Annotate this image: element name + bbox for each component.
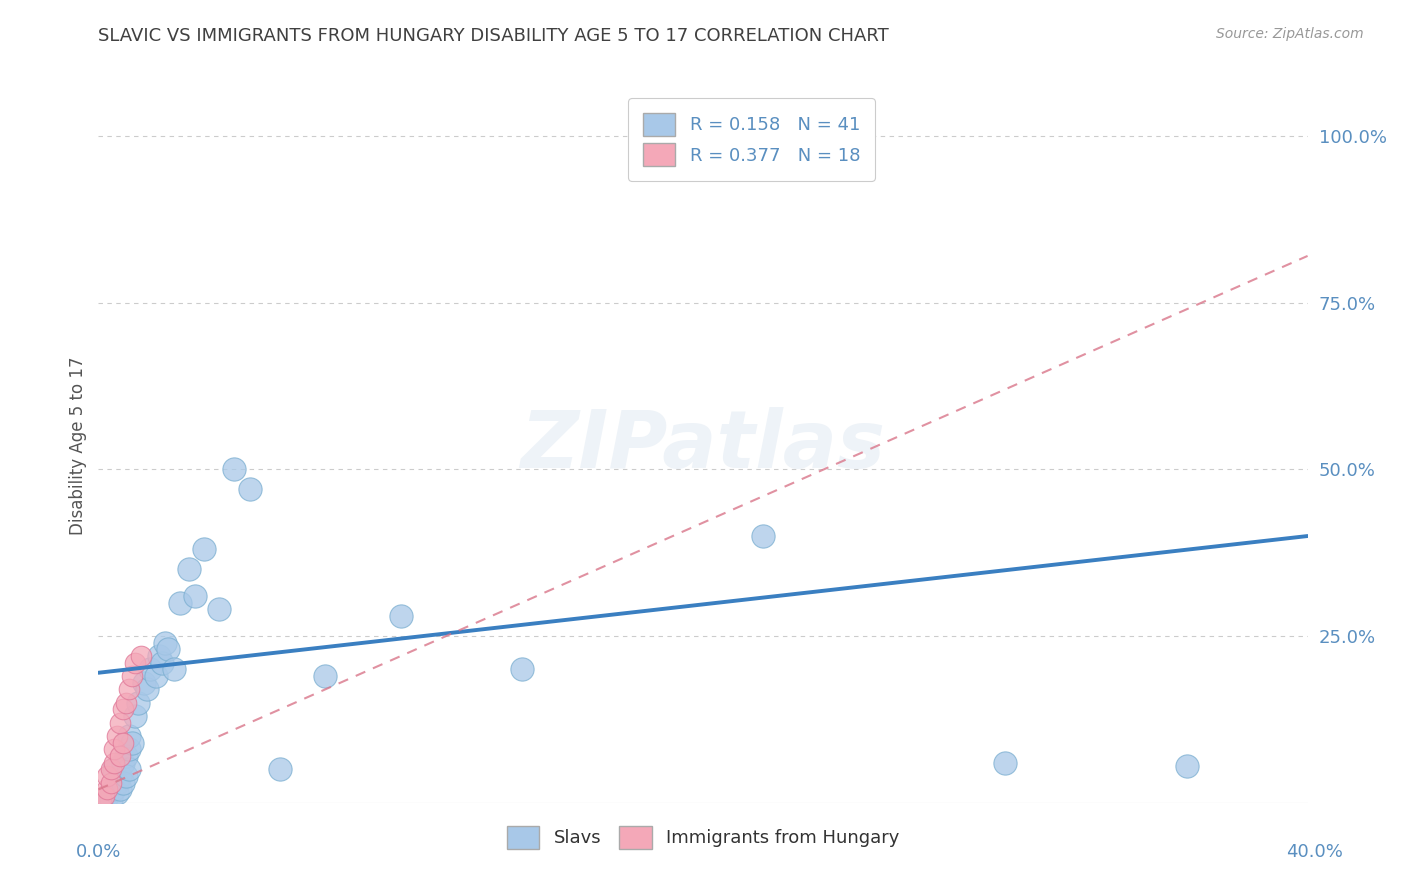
Point: [118, 763, 141, 777]
Point: [224, 462, 246, 476]
Point: [389, 609, 412, 624]
Y-axis label: Disability Age 5 to 17: Disability Age 5 to 17: [69, 357, 87, 535]
Point: [127, 696, 149, 710]
Point: [118, 682, 141, 697]
Point: [118, 729, 141, 743]
Point: [114, 769, 136, 783]
Point: [184, 589, 207, 603]
Point: [193, 542, 215, 557]
Legend: Slavs, Immigrants from Hungary: Slavs, Immigrants from Hungary: [498, 817, 908, 858]
Point: [103, 763, 125, 777]
Point: [108, 769, 131, 783]
Point: [510, 662, 533, 676]
Point: [114, 696, 136, 710]
Point: [169, 596, 191, 610]
Text: ZIPatlas: ZIPatlas: [520, 407, 886, 485]
Point: [96, 789, 118, 804]
Point: [103, 782, 125, 797]
Point: [96, 782, 118, 797]
Point: [179, 562, 201, 576]
Point: [100, 792, 122, 806]
Point: [156, 642, 179, 657]
Text: 40.0%: 40.0%: [1286, 843, 1343, 861]
Point: [108, 749, 131, 764]
Point: [100, 763, 122, 777]
Text: SLAVIC VS IMMIGRANTS FROM HUNGARY DISABILITY AGE 5 TO 17 CORRELATION CHART: SLAVIC VS IMMIGRANTS FROM HUNGARY DISABI…: [98, 27, 889, 45]
Point: [148, 649, 170, 664]
Point: [111, 702, 134, 716]
Text: 0.0%: 0.0%: [76, 843, 121, 861]
Point: [269, 763, 291, 777]
Point: [163, 662, 186, 676]
Text: Source: ZipAtlas.com: Source: ZipAtlas.com: [1216, 27, 1364, 41]
Point: [111, 736, 134, 750]
Point: [124, 709, 146, 723]
Point: [108, 715, 131, 730]
Point: [752, 529, 775, 543]
Point: [124, 656, 146, 670]
Point: [153, 636, 176, 650]
Point: [105, 776, 128, 790]
Point: [111, 776, 134, 790]
Point: [114, 749, 136, 764]
Point: [135, 682, 157, 697]
Point: [90, 792, 112, 806]
Point: [105, 729, 128, 743]
Point: [208, 602, 231, 616]
Point: [108, 782, 131, 797]
Point: [239, 483, 262, 497]
Point: [314, 669, 336, 683]
Point: [145, 669, 167, 683]
Point: [132, 675, 155, 690]
Point: [105, 786, 128, 800]
Point: [96, 769, 118, 783]
Point: [1175, 759, 1198, 773]
Point: [139, 662, 162, 676]
Point: [103, 742, 125, 756]
Point: [100, 776, 122, 790]
Point: [121, 669, 143, 683]
Point: [150, 656, 173, 670]
Point: [118, 742, 141, 756]
Point: [93, 789, 115, 804]
Point: [129, 649, 152, 664]
Point: [994, 756, 1017, 770]
Point: [111, 756, 134, 770]
Point: [103, 756, 125, 770]
Point: [121, 736, 143, 750]
